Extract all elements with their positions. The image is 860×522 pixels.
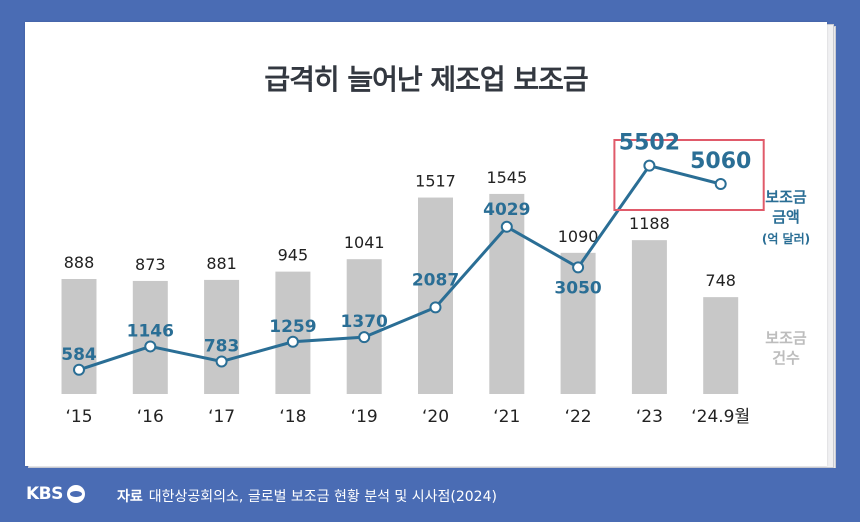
bar-count-7 <box>560 252 596 394</box>
x-tick-label-4: ‘19 <box>351 407 378 427</box>
bar-count-8 <box>631 240 667 394</box>
line-series-amount <box>78 163 722 372</box>
source-note: 자료 대한상공회의소, 글로벌 보조금 현황 분석 및 시사점(2024) <box>117 486 497 506</box>
footer-bar <box>0 468 860 522</box>
line-value-label-4: 1370 <box>341 312 388 332</box>
line-point-1 <box>144 340 157 353</box>
bar-value-label-2: 881 <box>206 254 237 273</box>
legend-bar-title: 보조금 <box>765 329 807 347</box>
bar-value-label-7: 1090 <box>558 227 599 246</box>
source-text: 대한상공회의소, 글로벌 보조금 현황 분석 및 시사점(2024) <box>148 489 497 505</box>
line-point-2 <box>215 355 228 368</box>
bar-count-9 <box>703 297 739 394</box>
line-point-9 <box>714 178 727 191</box>
x-tick-label-0: ‘15 <box>65 407 92 427</box>
x-tick-label-1: ‘16 <box>137 407 164 427</box>
x-tick-label-5: ‘20 <box>422 407 449 427</box>
bar-count-1 <box>132 280 168 394</box>
line-value-label-7: 3050 <box>554 278 601 298</box>
bar-value-label-6: 1545 <box>486 168 527 187</box>
line-point-7 <box>572 261 585 274</box>
kbs-logo: KBS <box>26 484 85 504</box>
bar-count-4 <box>346 259 382 394</box>
line-point-3 <box>286 335 299 348</box>
x-tick-label-6: ‘21 <box>493 407 520 427</box>
bar-value-label-3: 945 <box>278 246 309 265</box>
legend-line-title: 보조금 <box>765 188 807 206</box>
kbs-logo-icon <box>66 485 85 503</box>
line-point-4 <box>358 331 371 344</box>
line-value-label-1: 1146 <box>127 321 174 341</box>
bar-value-label-9: 748 <box>705 271 736 290</box>
bar-value-label-8: 1188 <box>629 214 670 233</box>
x-tick-label-7: ‘22 <box>565 407 592 427</box>
line-value-label-0: 584 <box>61 345 97 365</box>
bar-count-3 <box>275 271 311 394</box>
x-tick-label-3: ‘18 <box>279 407 306 427</box>
line-point-5 <box>429 301 442 314</box>
line-point-6 <box>500 220 513 233</box>
legend-line-subtitle: 금액 <box>772 208 800 226</box>
x-tick-label-2: ‘17 <box>208 407 235 427</box>
line-value-label-9: 5060 <box>690 149 751 174</box>
line-value-label-2: 783 <box>204 337 240 357</box>
highlight-box <box>613 139 765 211</box>
x-tick-label-9: ‘24.9월 <box>691 407 750 427</box>
line-value-label-3: 1259 <box>269 317 316 337</box>
bar-count-2 <box>204 279 240 394</box>
line-point-8 <box>643 159 656 172</box>
legend-line-unit: (억 달러) <box>762 231 810 246</box>
legend-bar-subtitle: 건수 <box>772 349 800 367</box>
bar-count-0 <box>61 279 97 394</box>
bar-value-label-5: 1517 <box>415 172 456 191</box>
line-value-label-6: 4029 <box>483 200 530 220</box>
chart: 888 873 881 945 1041 1517 1545 1090 1188 748 ‘15 ‘1… <box>61 131 810 427</box>
chart-title: 급격히 늘어난 제조업 보조금 <box>264 63 588 96</box>
line-value-label-5: 2087 <box>412 270 459 290</box>
bar-value-label-1: 873 <box>135 255 166 274</box>
source-label: 자료 <box>117 489 143 505</box>
line-point-0 <box>73 363 85 376</box>
bar-value-label-0: 888 <box>64 253 95 272</box>
x-tick-label-8: ‘23 <box>636 407 663 427</box>
line-value-label-8: 5502 <box>619 131 680 156</box>
bar-value-label-4: 1041 <box>344 233 385 252</box>
kbs-logo-text: KBS <box>26 484 63 504</box>
